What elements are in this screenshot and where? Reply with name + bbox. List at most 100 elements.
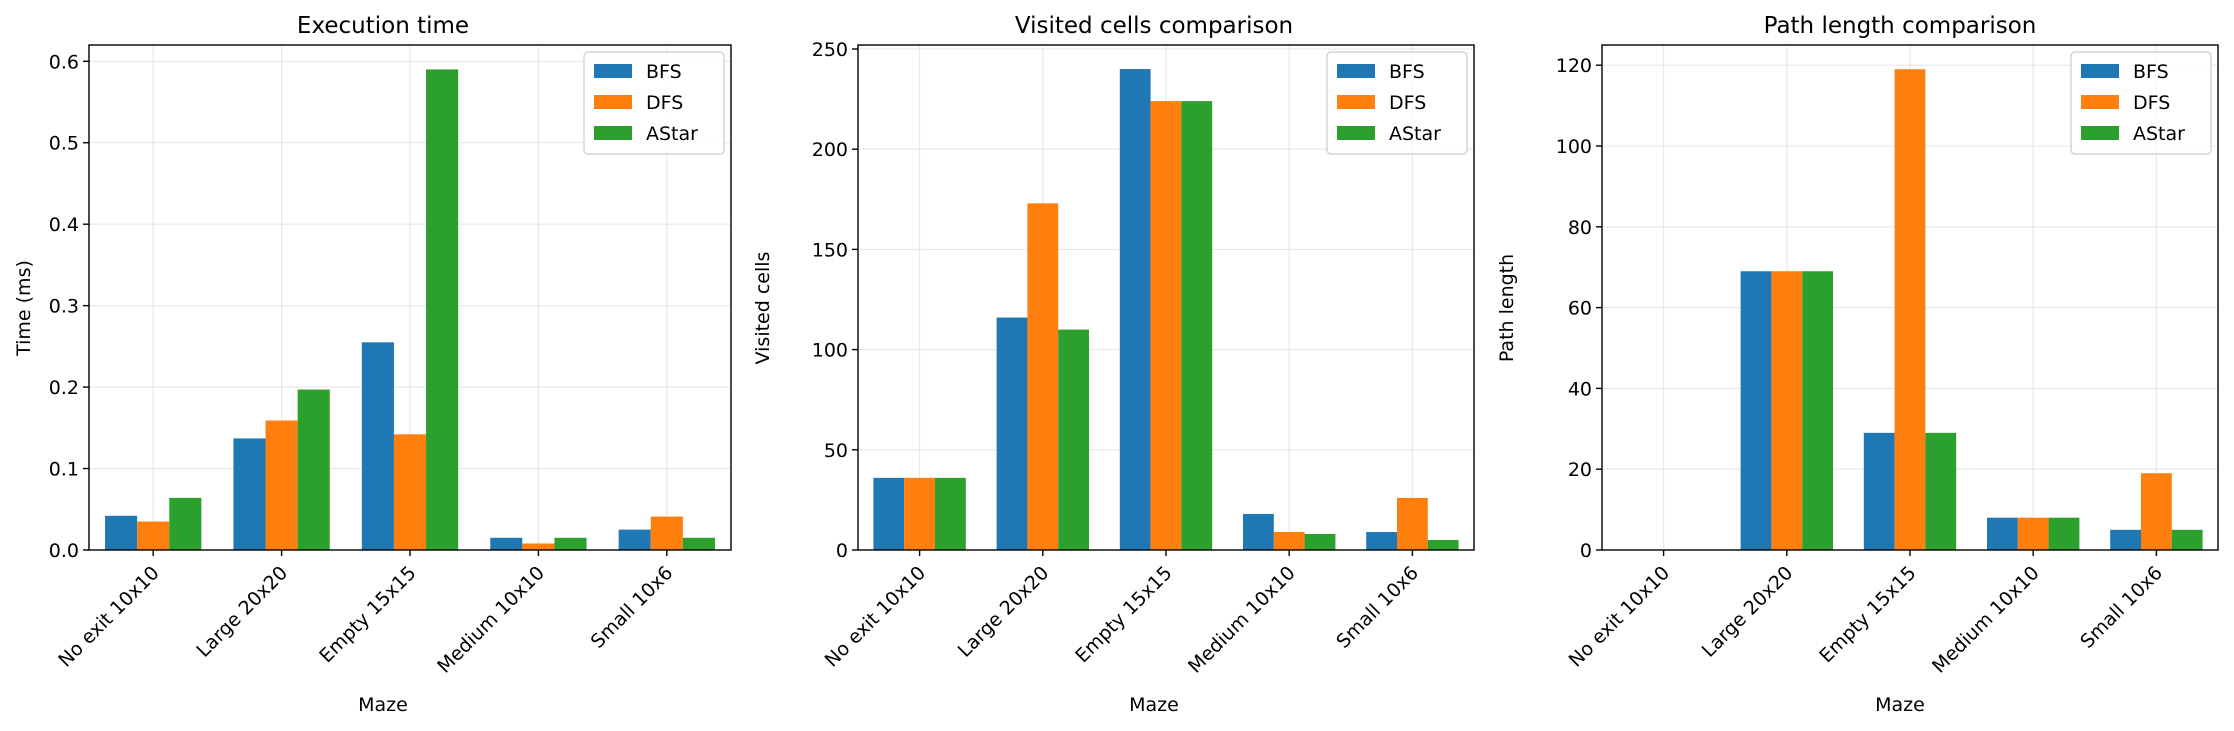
legend-label: AStar (2133, 123, 2185, 145)
x-tick-label: Large 20x20 (954, 562, 1054, 662)
y-tick-label: 50 (824, 440, 848, 462)
legend: BFS DFS AStar (583, 51, 725, 155)
legend-label: DFS (2133, 92, 2170, 114)
x-ticks: No exit 10x10 Large 20x20 Empty 15x15 Mediu… (1565, 550, 2167, 678)
bar-dfs (522, 543, 555, 550)
legend-label: BFS (2133, 61, 2169, 83)
legend-swatch-dfs (594, 95, 632, 109)
x-tick-label: Large 20x20 (192, 562, 292, 662)
y-tick-label: 20 (1568, 459, 1592, 481)
bar-astar (1925, 432, 1957, 550)
y-tick-label: 250 (812, 39, 848, 61)
bar-dfs (1027, 203, 1059, 551)
bar-bfs (1366, 531, 1397, 550)
panel-path-length: Path length comparison Path length Maze … (1496, 13, 2219, 716)
y-axis-label: Path length (1496, 254, 1518, 362)
y-tick-label: 150 (812, 239, 848, 261)
bar-astar (2048, 517, 2080, 550)
bar-bfs (1119, 69, 1151, 551)
x-tick-label: Empty 15x15 (315, 562, 420, 667)
bar-dfs (1150, 101, 1182, 550)
bars (1740, 69, 2203, 551)
bar-bfs (1987, 517, 2018, 550)
legend: BFS DFS AStar (1326, 51, 1468, 155)
y-ticks: 0 50 100 150 200 250 (812, 39, 858, 562)
y-tick-label: 40 (1568, 378, 1592, 400)
y-tick-label: 0.5 (49, 133, 79, 155)
y-tick-label: 0 (836, 540, 848, 562)
bars (873, 69, 1459, 551)
x-tick-label: Small 10x6 (2076, 562, 2167, 653)
bar-dfs (1771, 271, 1803, 550)
x-tick-label: Medium 10x10 (433, 562, 549, 678)
x-tick-label: Empty 15x15 (1815, 562, 1920, 667)
x-axis-label: Maze (1129, 694, 1179, 716)
bar-bfs (361, 342, 394, 550)
y-axis-label: Visited cells (752, 252, 774, 365)
bar-bfs (490, 537, 523, 550)
y-tick-label: 120 (1556, 55, 1592, 77)
bar-bfs (1243, 513, 1274, 550)
bar-bfs (105, 515, 138, 550)
y-tick-label: 0 (1580, 540, 1592, 562)
bar-astar (426, 69, 459, 550)
y-tick-label: 100 (812, 340, 848, 362)
bar-bfs (996, 317, 1028, 550)
x-ticks: No exit 10x10 Large 20x20 Empty 15x15 Mediu… (821, 550, 1423, 678)
bar-dfs (2017, 517, 2049, 550)
y-tick-label: 60 (1568, 298, 1592, 320)
x-ticks: No exit 10x10 Large 20x20 Empty 15x15 Mediu… (54, 550, 677, 678)
x-axis-label: Maze (358, 694, 408, 716)
legend-swatch-dfs (2081, 95, 2119, 109)
legend-label: DFS (646, 92, 683, 114)
y-tick-label: 0.6 (49, 51, 79, 73)
bar-astar (297, 389, 330, 550)
chart-title: Path length comparison (1764, 13, 2037, 39)
bar-dfs (2141, 473, 2172, 550)
bar-bfs (1740, 271, 1772, 550)
x-tick-label: Medium 10x10 (1928, 562, 2044, 678)
bar-astar (1427, 539, 1459, 550)
legend-swatch-bfs (1337, 64, 1375, 78)
x-tick-label: Small 10x6 (1332, 562, 1423, 653)
bar-astar (1304, 533, 1336, 550)
x-axis-label: Maze (1875, 694, 1925, 716)
bar-bfs (233, 438, 266, 550)
x-tick-label: No exit 10x10 (1565, 562, 1674, 671)
bar-bfs (2110, 529, 2141, 550)
y-axis-label: Time (ms) (13, 260, 35, 357)
bar-astar (2171, 529, 2203, 550)
bar-dfs (1894, 69, 1926, 551)
bar-dfs (904, 477, 935, 550)
chart-title: Execution time (297, 13, 469, 39)
y-tick-label: 200 (812, 139, 848, 161)
legend-swatch-bfs (2081, 64, 2119, 78)
legend-label: BFS (646, 61, 682, 83)
panel-visited-cells: Visited cells comparison Visited cells M… (752, 13, 1475, 716)
x-tick-label: Medium 10x10 (1184, 562, 1300, 678)
bar-astar (935, 477, 966, 550)
legend: BFS DFS AStar (2070, 51, 2212, 155)
x-tick-label: No exit 10x10 (821, 562, 930, 671)
x-tick-label: No exit 10x10 (54, 562, 163, 671)
x-tick-label: Empty 15x15 (1071, 562, 1176, 667)
legend-swatch-astar (1337, 126, 1375, 140)
bar-bfs (873, 477, 905, 550)
legend-label: DFS (1389, 92, 1426, 114)
x-tick-label: Large 20x20 (1698, 562, 1798, 662)
bar-astar (1802, 271, 1833, 550)
y-tick-label: 0.4 (49, 214, 79, 236)
bar-dfs (650, 516, 683, 550)
bar-dfs (1397, 497, 1428, 550)
legend-swatch-astar (594, 126, 632, 140)
legend-label: AStar (646, 123, 698, 145)
legend-swatch-dfs (1337, 95, 1375, 109)
bar-bfs (618, 529, 651, 550)
bar-astar (169, 497, 202, 550)
legend-label: BFS (1389, 61, 1425, 83)
legend-swatch-bfs (594, 64, 632, 78)
bar-dfs (1273, 531, 1305, 550)
bar-dfs (393, 434, 427, 550)
y-tick-label: 80 (1568, 217, 1592, 239)
